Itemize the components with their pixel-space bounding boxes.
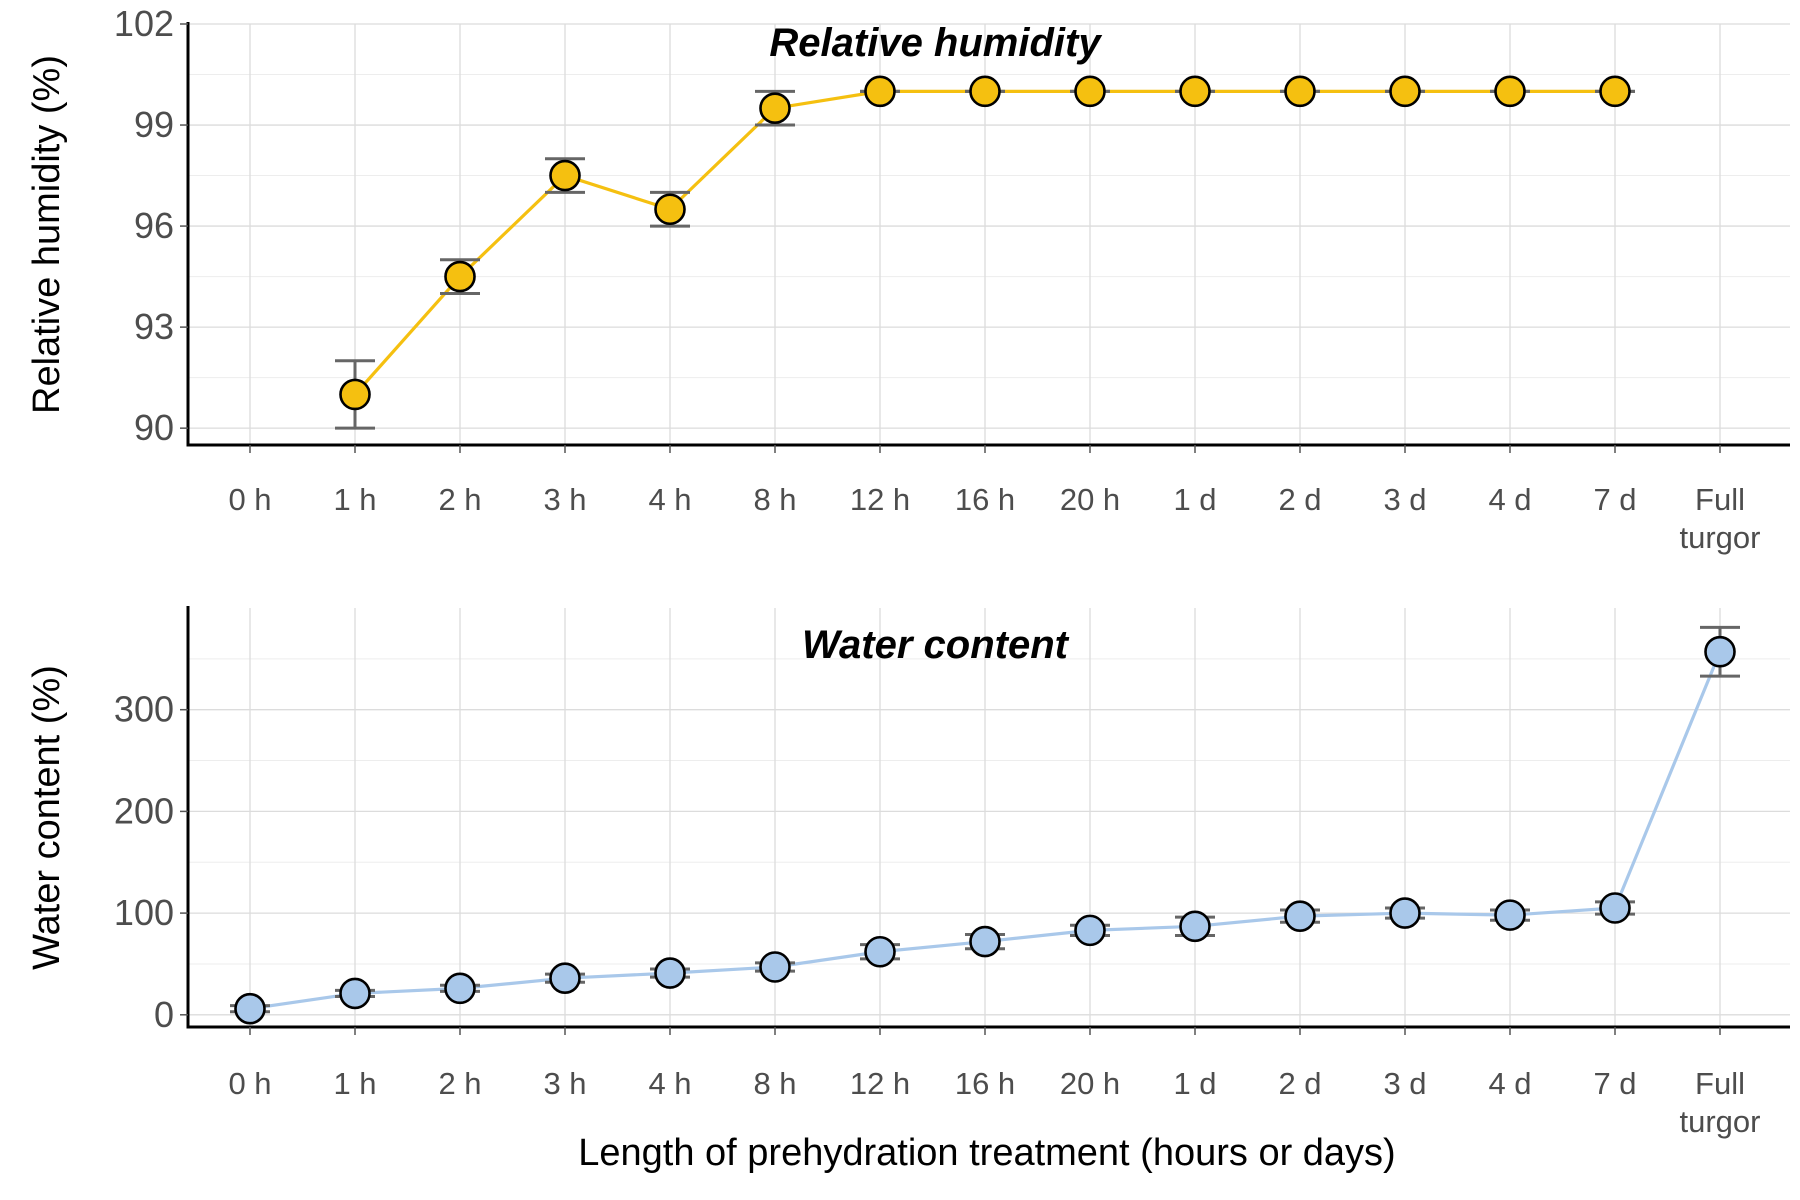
x-tick-label: 3 d: [1383, 482, 1426, 517]
x-tick-label: 12 h: [850, 1066, 910, 1101]
y-tick-label: 100: [114, 892, 174, 933]
data-point: [1284, 900, 1316, 932]
x-tick-label: 2 h: [438, 482, 481, 517]
data-point: [759, 951, 791, 983]
x-tick-label: 1 d: [1173, 482, 1216, 517]
x-tick-label: 2 h: [438, 1066, 481, 1101]
x-tick-label: 2 d: [1278, 1066, 1321, 1101]
x-tick-label: Full turgor: [1680, 1066, 1761, 1139]
y-tick-label: 102: [114, 3, 174, 44]
panel-title: Relative humidity: [769, 21, 1102, 65]
water-content-panel: 0 100 200 300 0 h 1 h 2 h 3 h 4 h 8 h 12 h 16 h 20 h…: [26, 606, 1790, 1139]
data-point: [1704, 635, 1736, 668]
x-tick-label: 3 d: [1383, 1066, 1426, 1101]
y-axis-title: Water content (%): [26, 665, 68, 970]
x-tick-label: 1 h: [333, 482, 376, 517]
x-tick-label: 20 h: [1060, 1066, 1120, 1101]
data-point: [1494, 75, 1526, 108]
panel-title: Water content: [802, 623, 1070, 667]
data-point: [1389, 75, 1421, 108]
data-point: [444, 260, 476, 293]
data-point: [234, 992, 266, 1025]
x-tick-label: 8 h: [753, 482, 796, 517]
y-tick-label: 93: [134, 306, 174, 347]
relative-humidity-panel: 90 93 96 99 102 0 h 1 h 2 h 3 h 4 h 8 h 12 h 16 h 20 …: [26, 3, 1790, 555]
x-tick-label: 4 h: [648, 482, 691, 517]
y-axis-title: Relative humidity (%): [26, 55, 68, 414]
data-point: [1074, 75, 1106, 108]
data-point: [654, 957, 686, 989]
x-tick-label: 2 d: [1278, 482, 1321, 517]
y-tick-label: 96: [134, 205, 174, 246]
data-point: [864, 75, 896, 108]
data-point: [1389, 897, 1421, 929]
data-point: [1179, 910, 1211, 943]
x-tick-label: 4 d: [1488, 482, 1531, 517]
x-tick-label: 16 h: [955, 1066, 1015, 1101]
data-point: [1599, 75, 1631, 108]
data-point: [969, 925, 1001, 958]
data-point: [759, 92, 791, 124]
data-point: [549, 962, 581, 994]
data-point: [549, 159, 581, 192]
x-tick-label: 20 h: [1060, 482, 1120, 517]
x-tick-label: 4 d: [1488, 1066, 1531, 1101]
data-point: [969, 75, 1001, 108]
y-tick-label: 99: [134, 104, 174, 145]
data-point: [1599, 892, 1631, 924]
data-point: [444, 972, 476, 1005]
x-tick-label: 3 h: [543, 1066, 586, 1101]
y-tick-label: 200: [114, 790, 174, 831]
data-point: [864, 935, 896, 968]
x-tick-label: 1 d: [1173, 1066, 1216, 1101]
data-point: [1074, 914, 1106, 947]
y-tick-label: 90: [134, 407, 174, 448]
x-tick-label: 12 h: [850, 482, 910, 517]
data-point: [1494, 899, 1526, 931]
x-axis-title: Length of prehydration treatment (hours …: [578, 1132, 1395, 1174]
x-tick-label: 4 h: [648, 1066, 691, 1101]
x-tick-label: 7 d: [1593, 1066, 1636, 1101]
data-point: [339, 977, 371, 1010]
data-point: [339, 378, 371, 411]
x-tick-label: 7 d: [1593, 482, 1636, 517]
y-tick-label: 0: [154, 994, 174, 1035]
x-tick-label: 3 h: [543, 482, 586, 517]
data-point: [1179, 75, 1211, 108]
data-point: [654, 193, 686, 226]
x-tick-label: Full turgor: [1680, 482, 1761, 555]
data-point: [1284, 75, 1316, 108]
x-tick-label: 0 h: [228, 482, 271, 517]
x-tick-label: 1 h: [333, 1066, 376, 1101]
y-tick-label: 300: [114, 689, 174, 730]
x-tick-label: 8 h: [753, 1066, 796, 1101]
x-tick-label: 16 h: [955, 482, 1015, 517]
x-tick-label: 0 h: [228, 1066, 271, 1101]
